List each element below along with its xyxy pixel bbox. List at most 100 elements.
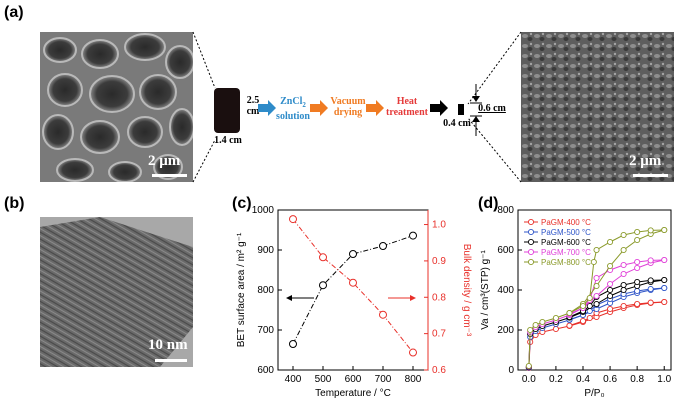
arrow-drying — [366, 100, 384, 116]
chart-d-xtick-label: 0.0 — [522, 374, 536, 385]
chart-d-point — [566, 309, 573, 317]
chart-d-point — [590, 258, 597, 266]
chart-d-point — [634, 300, 641, 308]
chart-c-series-line-left — [292, 235, 414, 345]
chart-c-ytick-left-label: 900 — [257, 245, 274, 256]
scale-label-tem: 10 nm — [148, 337, 188, 353]
tem-texture — [40, 217, 193, 367]
panel-label-c: (c) — [232, 195, 252, 212]
sem-image-right: 2 μm — [521, 32, 674, 182]
chart-d-point — [647, 227, 654, 234]
chart-c-ytick-right-label: 0.7 — [432, 329, 446, 340]
chart-d-point — [593, 246, 600, 254]
chart-d-point — [607, 280, 614, 288]
chart-c-point-right — [409, 348, 417, 357]
chart-d-point — [525, 362, 532, 370]
scale-label-right: 2 μm — [629, 153, 662, 169]
chart-d-legend-label: PaGM-800 °C — [541, 258, 591, 267]
chart-d-point — [607, 286, 614, 294]
sem-right-texture — [521, 32, 674, 182]
panel-label-b: (b) — [4, 195, 25, 212]
chart-c: 400 500 600 700 800 600 700 800 900 1000 0.6 0.7 0.8… — [236, 205, 472, 399]
chart-d-point — [586, 314, 593, 322]
chart-c-xtick-label: 800 — [405, 374, 422, 385]
chart-d-ytick-label: 800 — [497, 205, 514, 216]
chart-d-point — [620, 302, 627, 310]
chart-d-point — [634, 228, 641, 236]
chart-d-desorption-line — [569, 229, 665, 314]
chart-d-legend-label: PaGM-600 °C — [541, 238, 591, 247]
scale-bar-tem — [155, 359, 187, 362]
chart-d-ylabel: Va / cm³(STP) g⁻¹ — [480, 250, 491, 330]
chart-d-point — [552, 314, 559, 322]
chart-d-point — [647, 257, 654, 264]
chart-c-ytick-right-label: 0.6 — [432, 365, 446, 376]
chart-c-point-left — [349, 250, 357, 258]
chart-d-point — [593, 274, 600, 282]
chart-d-point — [620, 246, 627, 254]
chart-d-xtick-label: 1.0 — [657, 374, 671, 385]
chart-d-legend-marker — [527, 258, 535, 266]
chart-d-point — [661, 298, 668, 306]
chart-d: 0.0 0.2 0.4 0.6 0.8 1.0 0 200 400 600 800 P/P₀ Va / … — [480, 205, 672, 399]
chart-c-point-right — [379, 310, 387, 319]
chart-d-point — [552, 325, 559, 333]
chart-d-point — [634, 264, 641, 272]
chart-d-point — [607, 238, 614, 246]
chart-d-legend-label: PaGM-400 °C — [541, 218, 591, 227]
chart-c-ytick-left-label: 700 — [257, 325, 274, 336]
panel-label-d: (d) — [478, 195, 499, 212]
chart-d-xtick-label: 0.2 — [549, 374, 563, 385]
chart-c-ytick-left-label: 600 — [257, 365, 274, 376]
process-arrows — [258, 100, 448, 116]
step-heat-treatment: Heat treatment — [385, 96, 429, 118]
chart-c-frame — [277, 209, 429, 371]
chart-d-point — [647, 277, 654, 284]
scale-label-left: 2 μm — [148, 153, 181, 169]
chart-d-point — [620, 261, 627, 269]
product-sample — [458, 104, 464, 115]
chart-c-ytick-right-label: 0.8 — [432, 292, 446, 303]
arrow-vacuum — [310, 100, 328, 116]
sample-height-label: 2.5 cm — [246, 95, 260, 117]
chart-d-point — [566, 322, 573, 329]
chart-d-point — [647, 285, 654, 293]
chart-d-point — [607, 305, 614, 313]
chart-c-point-left — [379, 242, 387, 250]
chart-d-point — [661, 276, 668, 284]
chart-d-point — [579, 302, 587, 310]
chart-c-xtick-label: 600 — [345, 374, 362, 385]
chart-d-point — [579, 317, 587, 325]
chart-d-point — [620, 270, 627, 278]
chart-d-point — [539, 318, 546, 326]
chart-d-point — [593, 292, 600, 300]
chart-c-ytick-left-label: 800 — [257, 285, 274, 296]
chart-d-point — [586, 294, 593, 302]
chart-c-point-right — [319, 253, 327, 262]
chart-d-point — [661, 226, 668, 234]
chart-d-point — [661, 256, 668, 264]
chart-d-point — [634, 278, 641, 286]
chart-d-ytick-label: 200 — [497, 325, 514, 336]
chart-c-point-right — [289, 215, 297, 224]
tem-image: 10 nm — [40, 217, 193, 367]
chart-d-point — [620, 231, 627, 239]
product-dimension-arrows — [470, 84, 482, 136]
chart-d-xtick-label: 0.4 — [576, 374, 590, 385]
aerogel-sample — [214, 88, 240, 133]
arrow-heat — [430, 100, 448, 116]
step-zncl2: ZnCl2 solution — [276, 96, 310, 122]
chart-c-point-left — [319, 281, 327, 290]
chart-c-point-right — [349, 278, 357, 287]
sample-width-label: 1.4 cm — [214, 135, 242, 146]
scale-bar-left — [152, 174, 187, 177]
chart-c-ytick-left-label: 1000 — [252, 205, 275, 216]
chart-c-ytick-right-label: 1.0 — [432, 220, 446, 231]
chart-d-ytick-label: 400 — [497, 285, 514, 296]
chart-d-ytick-label: 600 — [497, 245, 514, 256]
chart-d-point — [527, 326, 534, 334]
chart-c-left-indicator-head — [286, 295, 292, 301]
chart-c-xlabel: Temperature / °C — [315, 388, 391, 399]
chart-d-point — [607, 262, 614, 270]
chart-d-xlabel: P/P₀ — [584, 388, 604, 399]
